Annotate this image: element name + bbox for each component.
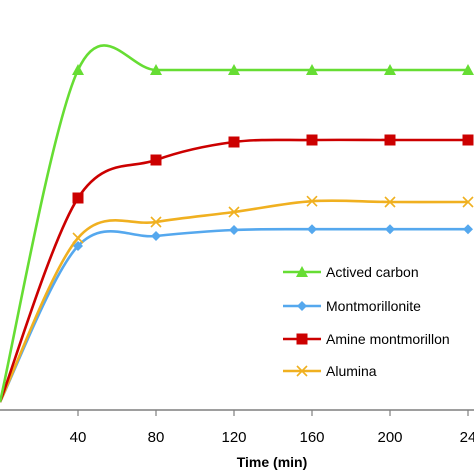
data-point-montmorillonite [385, 224, 395, 235]
x-ticks: 40 80 120 160 200 24 [70, 410, 474, 446]
data-point-amine-montmorillon [150, 154, 162, 166]
x-tick-label: 80 [148, 429, 165, 446]
x-tick-label: 120 [221, 429, 246, 446]
data-point-amine-montmorillon [306, 134, 318, 146]
data-point-actived-carbon [384, 64, 396, 75]
data-point-actived-carbon [150, 64, 162, 75]
data-point-alumina [384, 196, 396, 208]
x-tick-label: 200 [377, 429, 402, 446]
data-point-alumina [462, 196, 474, 208]
data-point-montmorillonite [307, 224, 317, 235]
legend-marker [297, 301, 307, 311]
data-point-montmorillonite [151, 231, 161, 241]
legend-label: Amine montmorillon [326, 331, 450, 347]
x-tick-label: 24 [460, 429, 474, 446]
series-line-montmorillonite [0, 227, 468, 403]
x-tick-label: 160 [299, 429, 324, 446]
plot-markers [72, 64, 474, 251]
legend: Actived carbon Montmorillonite Amine montm… [283, 264, 450, 379]
plot-curves [0, 44, 469, 403]
data-point-actived-carbon [306, 64, 318, 75]
data-point-actived-carbon [228, 64, 240, 75]
data-point-amine-montmorillon [384, 134, 396, 146]
data-point-amine-montmorillon [228, 136, 240, 148]
data-point-amine-montmorillon [462, 134, 474, 146]
data-point-alumina [150, 216, 162, 228]
legend-label: Alumina [326, 363, 377, 379]
data-point-actived-carbon [72, 64, 84, 75]
data-point-amine-montmorillon [72, 192, 84, 204]
data-point-actived-carbon [462, 64, 474, 75]
legend-item-alumina: Alumina [283, 363, 377, 379]
legend-item-amine-montmorillon: Amine montmorillon [283, 331, 450, 347]
legend-marker [296, 333, 308, 345]
x-axis-title: Time (min) [237, 454, 308, 470]
data-point-alumina [306, 195, 318, 207]
legend-label: Montmorillonite [326, 298, 421, 314]
data-point-montmorillonite [229, 225, 239, 235]
data-point-alumina [72, 232, 84, 244]
data-point-montmorillonite [73, 241, 83, 251]
legend-label: Actived carbon [326, 264, 419, 280]
legend-marker [296, 266, 308, 277]
data-point-alumina [228, 206, 240, 218]
legend-item-montmorillonite: Montmorillonite [283, 298, 421, 314]
legend-marker [296, 365, 308, 377]
data-point-montmorillonite [463, 224, 473, 235]
series-line-actived-carbon [0, 44, 468, 403]
legend-item-actived-carbon: Actived carbon [283, 264, 419, 280]
x-tick-label: 40 [70, 429, 87, 446]
